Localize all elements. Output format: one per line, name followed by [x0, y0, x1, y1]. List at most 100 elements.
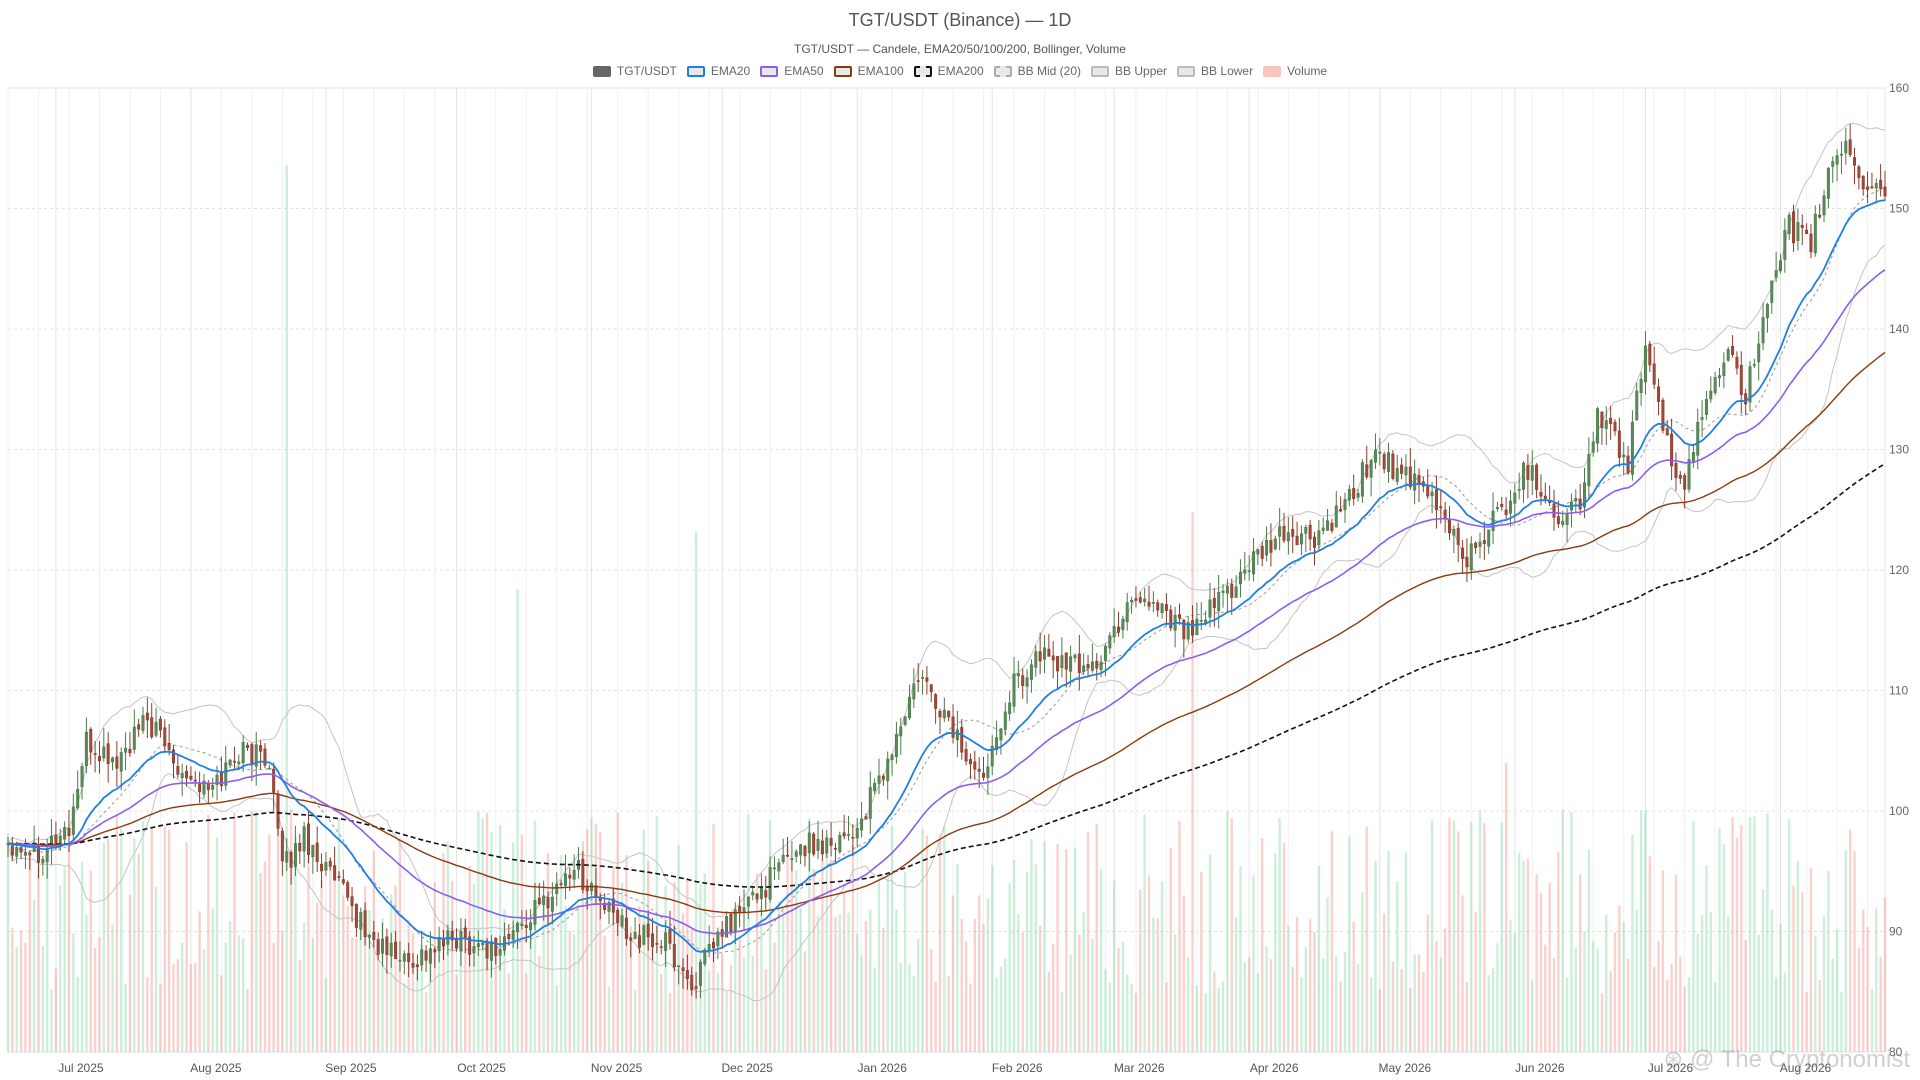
- candle-body: [1182, 619, 1186, 640]
- volume-bar: [1583, 931, 1586, 1052]
- candle-body: [111, 757, 115, 763]
- volume-bar: [1853, 851, 1856, 1052]
- volume-bar: [1060, 991, 1064, 1052]
- candle-body: [738, 906, 742, 913]
- volume-bar: [1417, 954, 1421, 1052]
- legend-item[interactable]: EMA20: [686, 64, 750, 78]
- candle-body: [1522, 462, 1526, 490]
- candle-body: [520, 923, 524, 927]
- legend-swatch: [1091, 65, 1110, 77]
- volume-bar: [742, 957, 746, 1052]
- candle-body: [646, 923, 650, 938]
- candle-body: [1778, 260, 1782, 272]
- volume-bar: [1626, 958, 1630, 1052]
- volume-bar: [381, 918, 384, 1052]
- volume-bar: [376, 959, 380, 1052]
- candle-body: [328, 861, 332, 867]
- legend-item[interactable]: EMA50: [760, 64, 824, 78]
- volume-bar: [15, 947, 18, 1052]
- volume-bar: [241, 938, 245, 1052]
- candle-body: [311, 844, 315, 858]
- candle-body: [1874, 183, 1878, 189]
- volume-bar: [572, 934, 576, 1052]
- legend-item[interactable]: BB Upper: [1091, 64, 1167, 78]
- candle-body: [1504, 509, 1508, 515]
- volume-bar: [437, 938, 441, 1052]
- volume-bar: [1705, 865, 1708, 1052]
- legend-item[interactable]: Volume: [1263, 64, 1327, 78]
- volume-bar: [246, 988, 249, 1052]
- volume-bar: [1692, 820, 1695, 1052]
- candle-body: [132, 726, 136, 750]
- volume-bar: [1422, 971, 1425, 1052]
- volume-bar: [1230, 818, 1233, 1052]
- candle-body: [137, 724, 141, 730]
- volume-bar: [1783, 972, 1787, 1052]
- volume-bar: [977, 895, 981, 1052]
- volume-bar: [1661, 870, 1665, 1052]
- candle-body: [1256, 549, 1260, 555]
- legend-item[interactable]: TGT/USDT: [592, 64, 677, 78]
- volume-bar: [1509, 919, 1512, 1052]
- volume-bar: [1034, 864, 1037, 1052]
- candle-body: [394, 941, 398, 960]
- volume-bar: [821, 859, 824, 1052]
- candle-body: [1822, 195, 1826, 216]
- candle-body: [1765, 304, 1769, 319]
- volume-bar: [32, 899, 36, 1052]
- volume-bar: [185, 842, 188, 1052]
- volume-bar: [1731, 817, 1734, 1052]
- volume-bar: [725, 991, 728, 1052]
- candle-body: [986, 766, 990, 778]
- volume-bar: [89, 870, 92, 1052]
- legend-item[interactable]: EMA200: [913, 64, 984, 78]
- candle-body: [115, 756, 119, 769]
- volume-bar: [1234, 917, 1238, 1052]
- volume-bar: [734, 927, 737, 1052]
- candle-body: [450, 930, 454, 941]
- candle-body: [158, 718, 162, 731]
- volume-bar: [1879, 956, 1882, 1052]
- legend-swatch: [913, 65, 932, 77]
- volume-bar: [1335, 956, 1338, 1052]
- volume-bar: [146, 977, 149, 1052]
- candle-body: [642, 925, 646, 945]
- candle-body: [1299, 533, 1303, 545]
- volume-bar: [320, 880, 323, 1052]
- volume-bar: [799, 908, 802, 1052]
- volume-bar: [302, 922, 306, 1052]
- chart-subtitle: TGT/USDT — Candele, EMA20/50/100/200, Bo…: [794, 42, 1126, 56]
- volume-bar: [198, 911, 201, 1052]
- volume-bar: [1544, 944, 1547, 1052]
- candle-body: [1813, 213, 1817, 254]
- candle-body: [232, 760, 236, 763]
- legend-item[interactable]: BB Lower: [1177, 64, 1253, 78]
- candle-body: [546, 897, 550, 909]
- volume-bar: [1274, 853, 1277, 1052]
- candle-body: [67, 827, 71, 837]
- volume-bar: [856, 933, 859, 1052]
- candle-body: [1382, 454, 1386, 470]
- candle-body: [755, 893, 759, 900]
- volume-bar: [1622, 922, 1625, 1052]
- volume-bar: [1844, 850, 1848, 1052]
- volume-bar: [786, 845, 789, 1052]
- volume-bar: [1287, 925, 1290, 1052]
- candle-body: [550, 896, 554, 912]
- volume-bar: [529, 926, 532, 1052]
- volume-bar: [76, 976, 79, 1052]
- volume-bar: [1683, 987, 1686, 1052]
- volume-bar: [764, 969, 767, 1052]
- legend-item[interactable]: EMA100: [833, 64, 904, 78]
- volume-bar: [1239, 865, 1242, 1052]
- volume-bar: [311, 938, 315, 1052]
- volume-bar: [1504, 762, 1508, 1052]
- volume-bar: [943, 826, 946, 1052]
- legend-item[interactable]: BB Mid (20): [993, 64, 1081, 78]
- candle-body: [942, 709, 946, 719]
- candle-body: [1238, 571, 1242, 585]
- volume-bar: [1187, 956, 1190, 1052]
- candle-body: [1474, 542, 1478, 549]
- candle-body: [855, 827, 859, 839]
- candle-body: [1861, 175, 1865, 190]
